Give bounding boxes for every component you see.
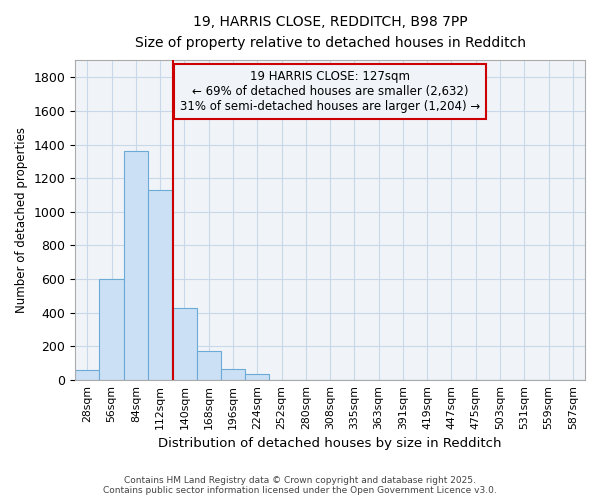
Title: 19, HARRIS CLOSE, REDDITCH, B98 7PP
Size of property relative to detached houses: 19, HARRIS CLOSE, REDDITCH, B98 7PP Size… — [134, 15, 526, 50]
Bar — [221, 369, 245, 380]
Text: 19 HARRIS CLOSE: 127sqm
← 69% of detached houses are smaller (2,632)
31% of semi: 19 HARRIS CLOSE: 127sqm ← 69% of detache… — [180, 70, 480, 113]
Bar — [197, 351, 221, 380]
Y-axis label: Number of detached properties: Number of detached properties — [15, 127, 28, 313]
Bar — [75, 370, 100, 380]
Bar — [100, 279, 124, 380]
Bar — [245, 374, 269, 380]
Text: Contains HM Land Registry data © Crown copyright and database right 2025.
Contai: Contains HM Land Registry data © Crown c… — [103, 476, 497, 495]
X-axis label: Distribution of detached houses by size in Redditch: Distribution of detached houses by size … — [158, 437, 502, 450]
Bar — [148, 190, 172, 380]
Bar — [124, 151, 148, 380]
Bar — [172, 308, 197, 380]
